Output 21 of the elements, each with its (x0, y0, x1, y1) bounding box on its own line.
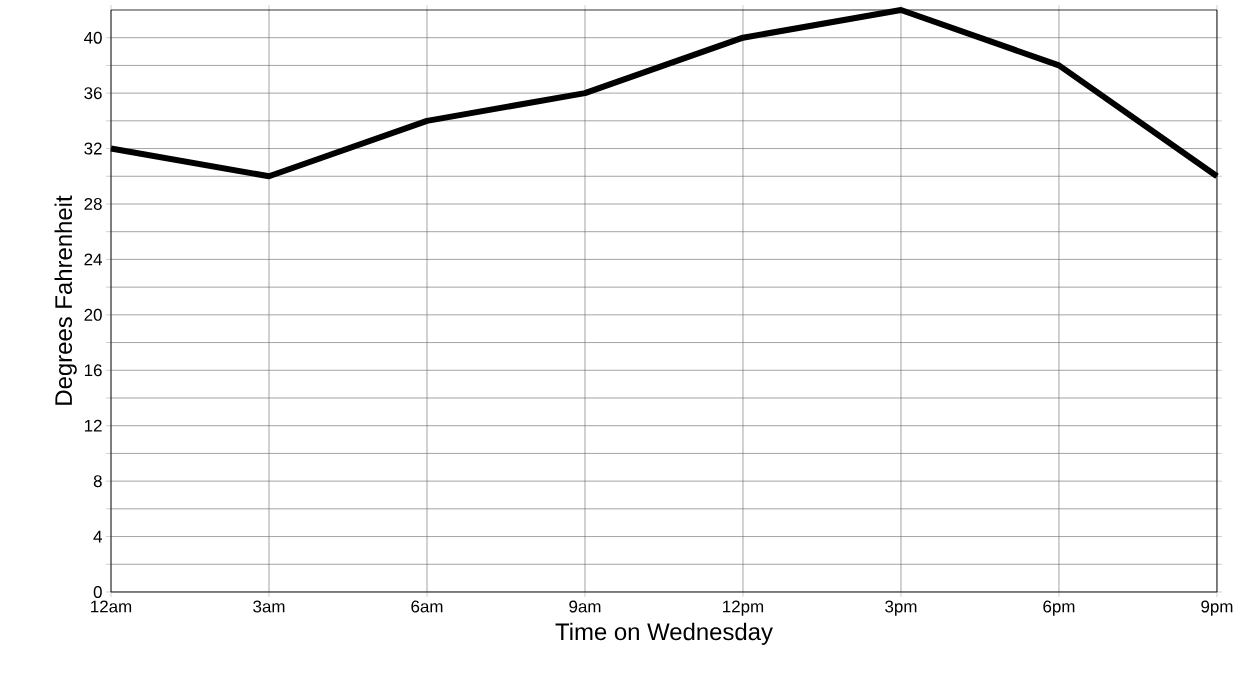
x-tick-label: 9am (569, 600, 601, 613)
x-tick-label: 12pm (723, 600, 764, 616)
x-axis-title: Time on Wednesday (555, 622, 773, 645)
y-tick-label: 32 (84, 142, 102, 155)
y-tick-label: 20 (84, 308, 102, 321)
x-tick-label: 6pm (1043, 600, 1075, 616)
y-tick-label: 40 (84, 31, 102, 44)
y-tick-label: 12 (84, 419, 102, 432)
y-tick-label: 4 (93, 530, 102, 543)
x-tick-label: 3am (253, 600, 285, 613)
x-tick-label: 12am (91, 600, 132, 613)
y-tick-label: 8 (93, 475, 102, 488)
x-tick-label: 6am (411, 600, 443, 613)
y-tick-label: 28 (84, 197, 102, 210)
y-tick-label: 24 (84, 253, 102, 266)
y-tick-label: 0 (93, 585, 102, 598)
x-tick-label: 9pm (1201, 600, 1233, 616)
x-tick-label: 3pm (885, 600, 917, 616)
y-axis-title: Degrees Fahrenheit (54, 195, 77, 405)
y-tick-label: 16 (84, 364, 102, 377)
y-tick-label: 36 (84, 87, 102, 100)
